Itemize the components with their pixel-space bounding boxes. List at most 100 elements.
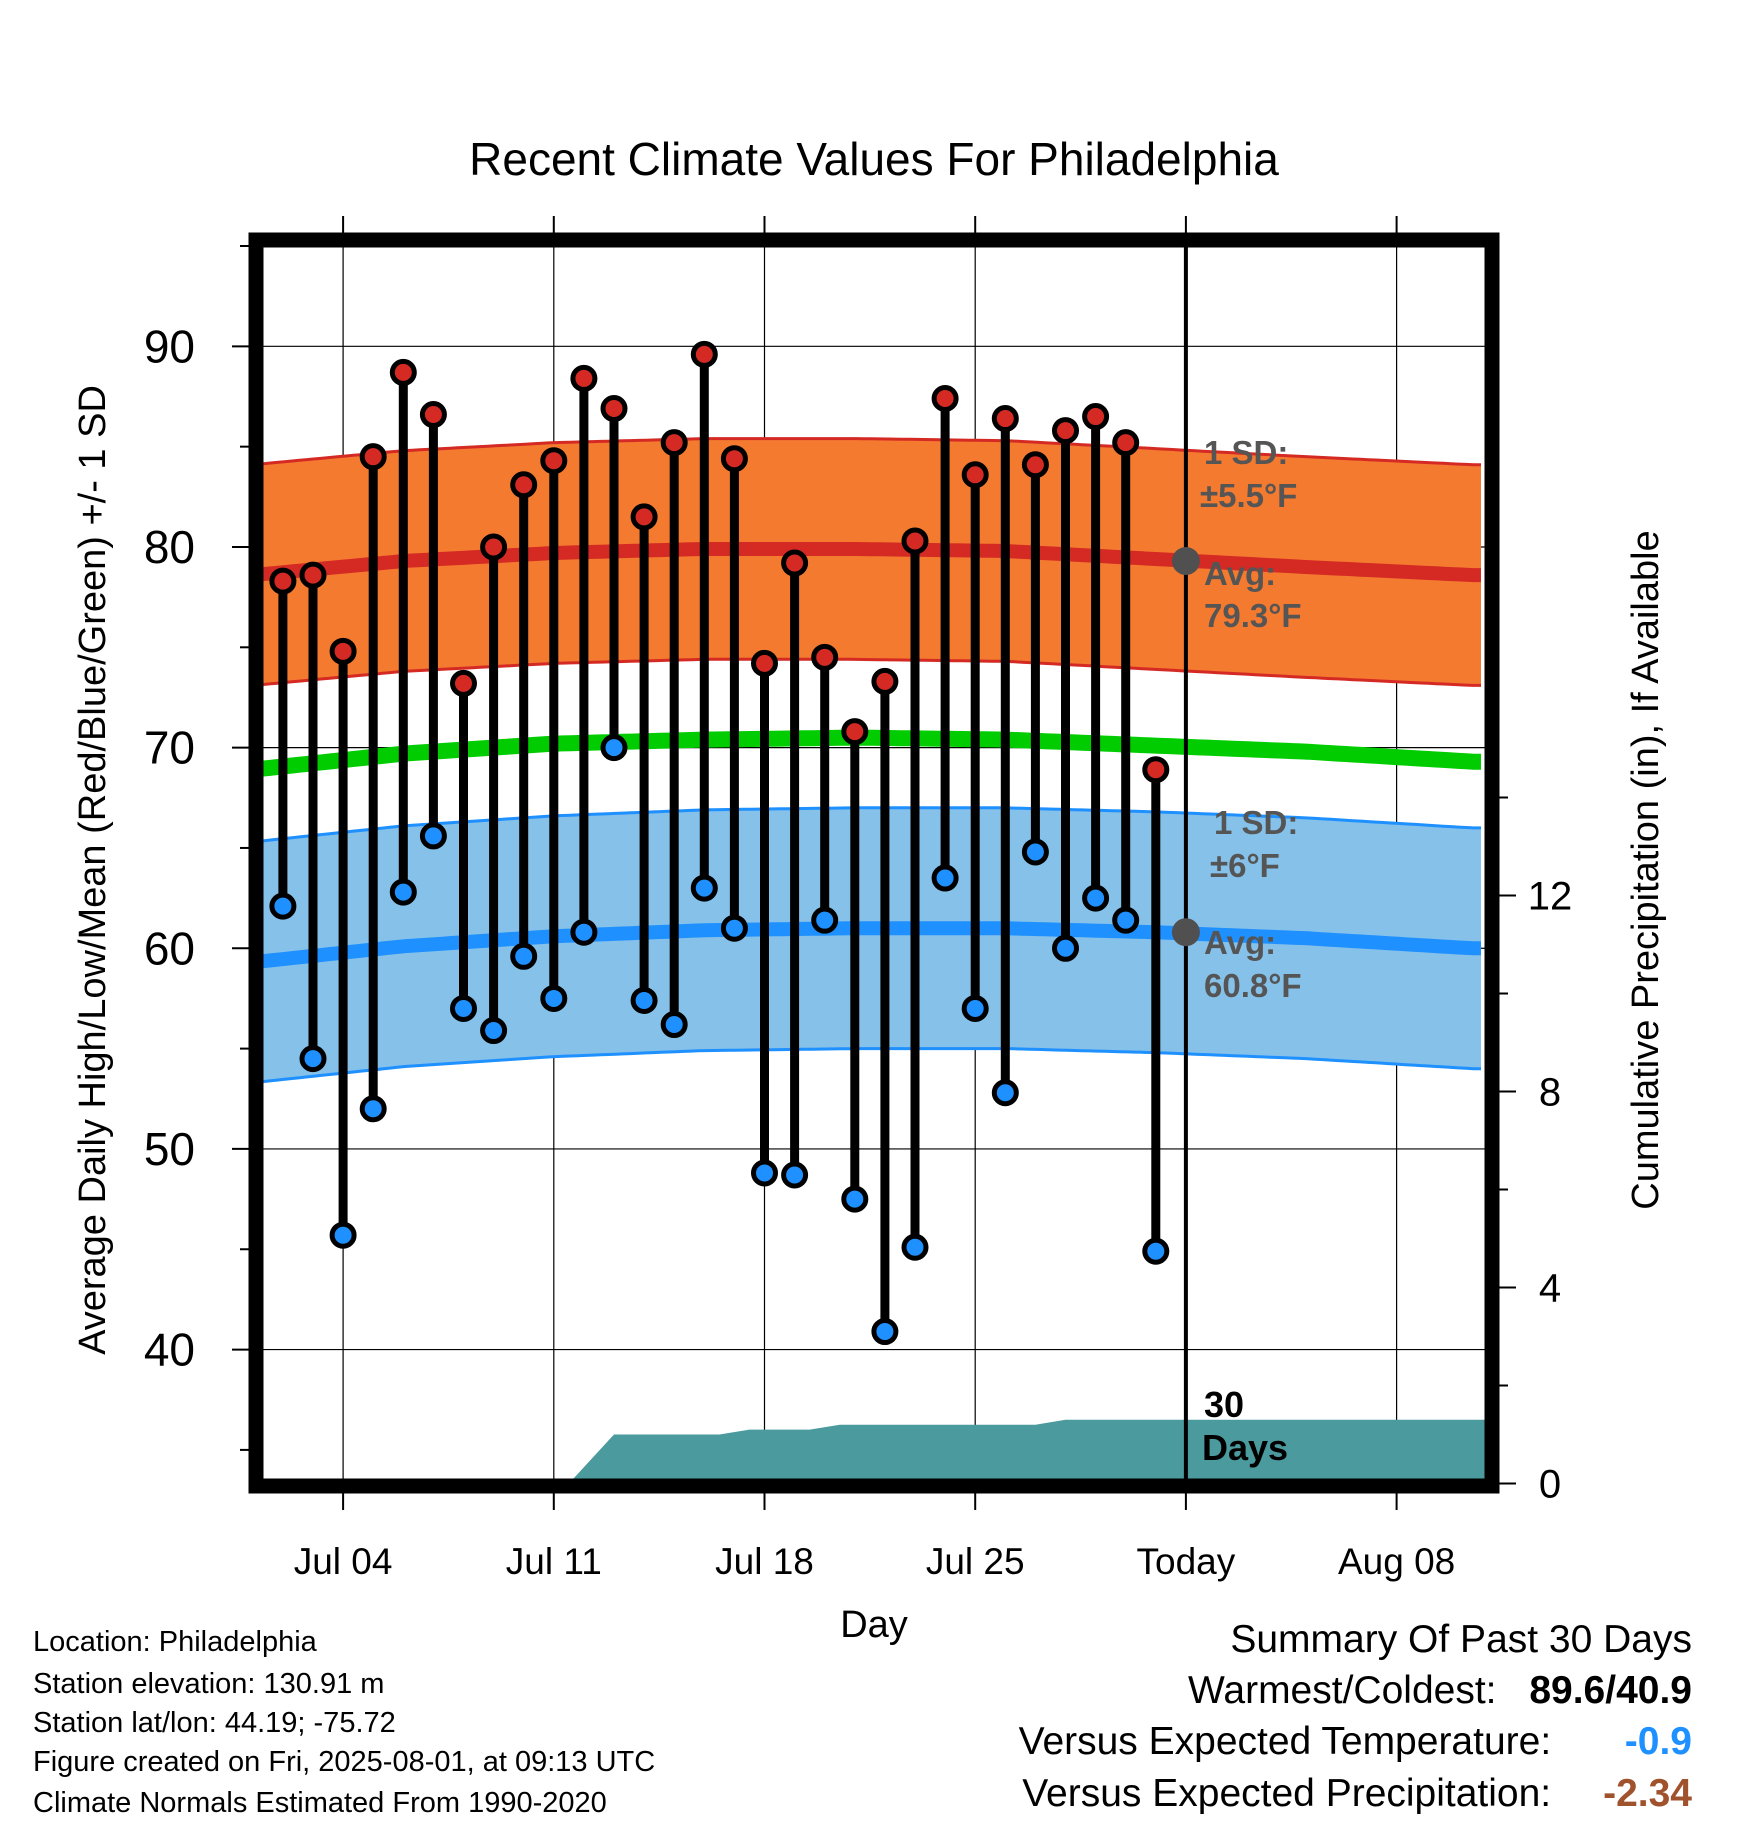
y-tick-label: 50: [144, 1123, 195, 1175]
low-avg-label: Avg:: [1204, 924, 1276, 961]
y-tick-label: 40: [144, 1324, 195, 1376]
daily-low-point: [600, 734, 628, 762]
low-avg-value: 60.8°F: [1204, 967, 1302, 1004]
today-days-label-bottom: Days: [1202, 1427, 1288, 1468]
daily-low-point: [811, 906, 839, 934]
daily-high-point: [1021, 451, 1049, 479]
daily-high-point: [720, 445, 748, 473]
daily-low-point: [359, 1095, 387, 1123]
summary-precip-value: -2.34: [1603, 1772, 1692, 1815]
summary-temp-label: Versus Expected Temperature:: [1018, 1720, 1552, 1763]
daily-low-point: [540, 984, 568, 1012]
daily-high-point: [419, 401, 447, 429]
daily-low-point: [570, 918, 598, 946]
x-tick-label: Jul 04: [294, 1541, 393, 1582]
info-created: Figure created on Fri, 2025-08-01, at 09…: [33, 1746, 656, 1778]
daily-high-point: [811, 643, 839, 671]
x-tick-label: Jul 25: [926, 1541, 1025, 1582]
low-sd-value: ±6°F: [1210, 847, 1280, 884]
info-elevation: Station elevation: 130.91 m: [33, 1668, 385, 1700]
daily-high-point: [269, 567, 297, 595]
y2-tick-label: 4: [1539, 1267, 1561, 1311]
summary-title: Summary Of Past 30 Days: [1230, 1618, 1692, 1661]
low-sd-band: [262, 807, 1481, 1082]
daily-low-point: [901, 1233, 929, 1261]
daily-low-point: [1082, 884, 1110, 912]
summary-precipitation: Versus Expected Precipitation: -2.34: [1022, 1772, 1692, 1816]
precip-area: [572, 1419, 1486, 1480]
info-latlon: Station lat/lon: 44.19; -75.72: [33, 1707, 396, 1739]
daily-high-point: [781, 549, 809, 577]
daily-high-point: [901, 527, 929, 555]
y2-axis-label: Cumulative Precipitation (in), If Availa…: [1625, 530, 1667, 1209]
today-days-label-top: 30: [1204, 1384, 1244, 1425]
info-location: Location: Philadelphia: [33, 1626, 317, 1658]
daily-low-point: [931, 864, 959, 892]
x-tick-label: Jul 18: [715, 1541, 814, 1582]
daily-low-point: [450, 994, 477, 1022]
daily-low-point: [299, 1045, 327, 1073]
daily-low-point: [690, 874, 718, 902]
daily-low-point: [1021, 838, 1049, 866]
daily-high-point: [540, 447, 568, 475]
high-band-lower: [262, 657, 1481, 687]
y-tick-label: 90: [144, 320, 195, 372]
daily-low-point: [720, 914, 748, 942]
high-sd-label: 1 SD:: [1204, 434, 1288, 471]
daily-high-point: [1142, 756, 1170, 784]
high-avg-value: 79.3°F: [1204, 597, 1302, 634]
y-tick-label: 70: [144, 722, 195, 774]
daily-low-point: [480, 1017, 508, 1045]
x-axis-label: Day: [840, 1604, 908, 1646]
mean-average-line: [262, 729, 1481, 777]
high-avg-label: Avg:: [1204, 555, 1276, 592]
high-average-line: [262, 542, 1481, 583]
x-tick-label: Jul 11: [506, 1541, 602, 1582]
today-low-avg-marker: [1171, 918, 1200, 947]
y2-tick-label: 12: [1528, 875, 1573, 919]
daily-high-point: [871, 667, 899, 695]
daily-low-point: [269, 892, 297, 920]
daily-low-point: [751, 1159, 778, 1187]
daily-high-point: [630, 503, 658, 531]
daily-low-point: [660, 1011, 688, 1039]
high-sd-band: [262, 438, 1481, 686]
daily-high-point: [359, 443, 387, 471]
y-axis-label: Average Daily High/Low/Mean (Red/Blue/Gr…: [72, 385, 114, 1355]
daily-low-point: [961, 994, 989, 1022]
daily-high-point: [961, 461, 989, 489]
daily-low-point: [510, 942, 538, 970]
daily-high-point: [600, 395, 628, 423]
plot-inner: [262, 246, 1486, 1480]
summary-warm-cold: Warmest/Coldest: 89.6/40.9: [1188, 1669, 1692, 1713]
daily-high-point: [480, 533, 508, 561]
daily-high-point: [299, 561, 327, 589]
high-sd-value: ±5.5°F: [1200, 477, 1297, 514]
daily-low-point: [991, 1079, 1019, 1107]
y-tick-label: 60: [144, 922, 195, 974]
daily-high-point: [660, 429, 688, 457]
daily-high-point: [751, 649, 778, 677]
daily-high-point: [931, 384, 959, 412]
low-sd-label: 1 SD:: [1214, 804, 1298, 841]
daily-high-point: [510, 471, 538, 499]
x-tick-label: Today: [1137, 1541, 1236, 1582]
daily-high-point: [570, 364, 598, 392]
daily-low-point: [1112, 906, 1140, 934]
daily-high-point: [389, 358, 417, 386]
today-high-avg-marker: [1171, 547, 1200, 576]
daily-high-point: [841, 718, 869, 746]
summary-warm-cold-label: Warmest/Coldest:: [1188, 1669, 1497, 1712]
summary-temperature: Versus Expected Temperature: -0.9: [1019, 1720, 1692, 1764]
summary-temp-value: -0.9: [1624, 1720, 1692, 1763]
chart-title: Recent Climate Values For Philadelphia: [469, 133, 1279, 185]
x-tick-label: Aug 08: [1338, 1541, 1455, 1582]
daily-low-point: [1052, 934, 1079, 962]
y2-tick-label: 0: [1539, 1463, 1561, 1507]
daily-low-point: [1142, 1237, 1170, 1265]
daily-low-point: [419, 822, 447, 850]
y2-tick-label: 8: [1539, 1071, 1561, 1115]
info-normals: Climate Normals Estimated From 1990-2020: [33, 1787, 607, 1819]
daily-high-point: [450, 669, 477, 697]
